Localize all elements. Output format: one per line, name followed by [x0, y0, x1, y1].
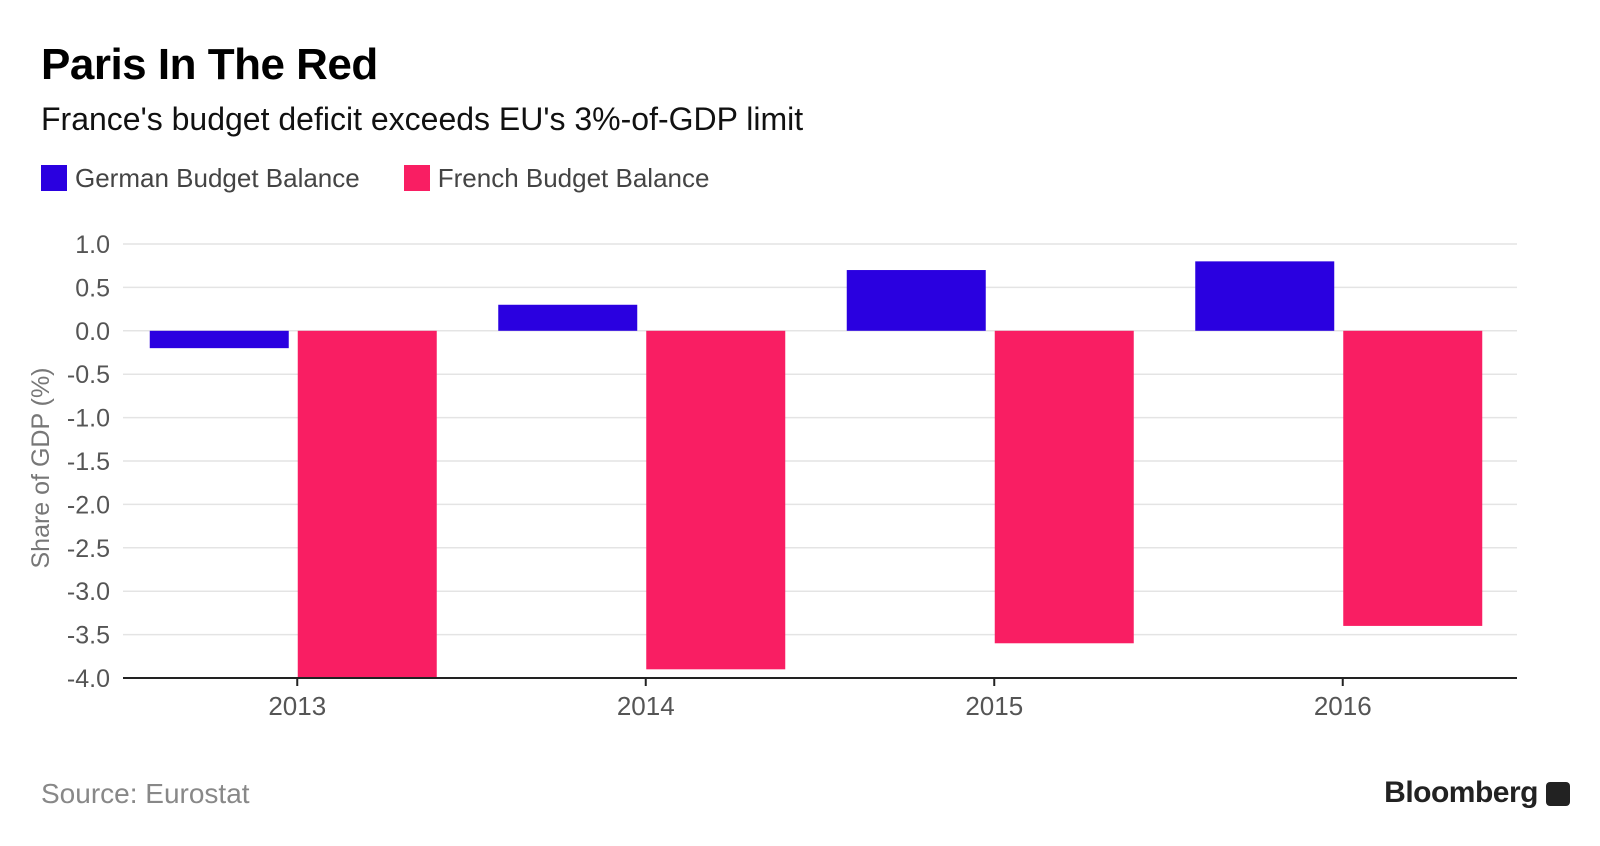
- y-axis-label: Share of GDP (%): [27, 367, 55, 568]
- bars: [149, 261, 1483, 678]
- bar-french: [994, 330, 1134, 644]
- chart-title: Paris In The Red: [41, 40, 378, 89]
- legend-item-french: French Budget Balance: [403, 162, 710, 194]
- y-tick-label: -2.0: [67, 491, 110, 519]
- bar-german: [498, 304, 638, 331]
- y-tick-label: -2.5: [67, 535, 110, 563]
- x-tick-label: 2016: [1314, 691, 1372, 721]
- y-tick-label: -1.0: [67, 405, 110, 433]
- x-tick-label: 2014: [617, 691, 675, 721]
- x-tick-label: 2013: [268, 691, 326, 721]
- y-tick-label: -3.5: [67, 622, 110, 650]
- y-tick-label: -3.0: [67, 578, 110, 606]
- axes: 1.0 0.5 0.0 -0.5 -1.0 -1.5 -2.0 -2.5 -3.0 -3.5 -4.…: [67, 231, 1517, 721]
- chart-subtitle: France's budget deficit exceeds EU's 3%-…: [41, 101, 804, 137]
- bloomberg-chart-icon: [1546, 782, 1570, 806]
- legend-swatch-german: [41, 165, 67, 191]
- legend-label-german: German Budget Balance: [75, 162, 360, 193]
- legend-item-german: German Budget Balance: [41, 163, 360, 194]
- y-tick-label: -4.0: [67, 665, 110, 693]
- y-tick-label: 1.0: [75, 231, 110, 259]
- bar-german: [1195, 261, 1335, 331]
- legend-label-french: French Budget Balance: [437, 162, 710, 193]
- y-tick-label: 0.0: [75, 318, 110, 346]
- bar-french: [646, 330, 786, 670]
- bar-german: [846, 270, 986, 331]
- y-tick-label: -1.5: [67, 448, 110, 476]
- y-tick-label: 0.5: [75, 274, 110, 302]
- bar-french: [297, 330, 437, 678]
- bar-german: [149, 330, 289, 349]
- source-note: Source: Eurostat: [41, 778, 250, 809]
- legend: German Budget Balance French Budget Bala…: [41, 163, 753, 193]
- brand-logo: Bloomberg: [1384, 776, 1538, 809]
- x-tick-label: 2015: [965, 691, 1023, 721]
- legend-swatch-french: [403, 165, 430, 191]
- y-tick-label: -0.5: [67, 361, 110, 389]
- bar-french: [1343, 330, 1483, 626]
